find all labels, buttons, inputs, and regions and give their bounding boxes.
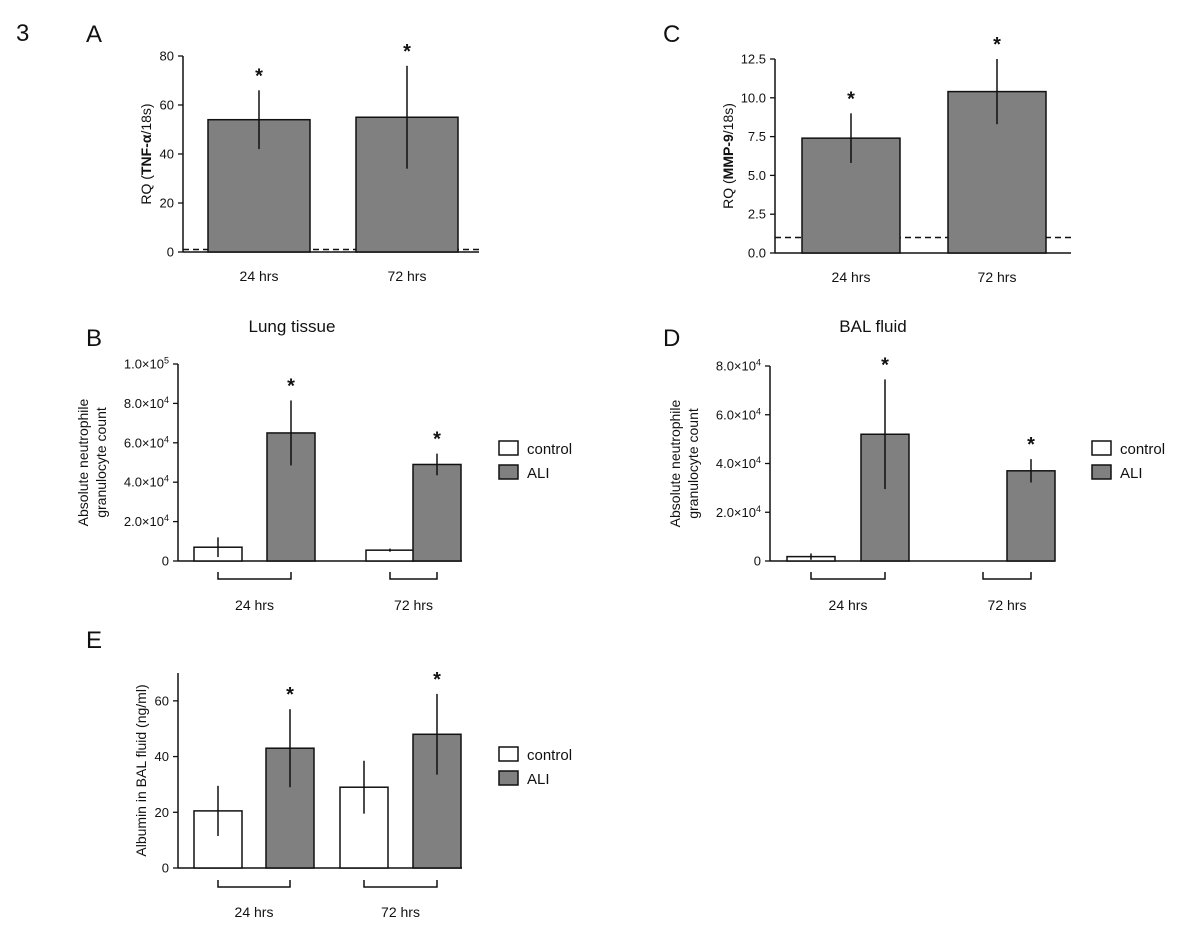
panel-b-significance-star: * — [433, 429, 441, 451]
panel-a-y-tick-label: 60 — [160, 98, 174, 113]
panel-d-y-axis-label: granulocyte count — [685, 408, 701, 519]
panel-b-y-tick-label: 2.0×104 — [124, 513, 169, 529]
panel-c-y-tick-label: 10.0 — [741, 90, 766, 105]
panel-a: A 0 20 40 60 80 * 24 hrs * 72 hrs RQ (TNF-α/18s) — [86, 21, 479, 284]
panel-b-significance-star: * — [287, 375, 295, 397]
panel-a-y-tick-label: 0 — [167, 245, 174, 260]
panel-c-y-tick-label: 12.5 — [741, 52, 766, 67]
panel-a-y-tick-label: 20 — [160, 196, 174, 211]
panel-c-y-tick-label: 2.5 — [748, 207, 766, 222]
panel-b-legend-label-control: control — [527, 441, 572, 458]
panel-d-y-tick-label: 4.0×104 — [716, 455, 761, 471]
panel-c: C 0.0 2.5 5.0 7.5 10.0 12.5 * 24 hrs * 72 hrs RQ (M… — [663, 21, 1071, 285]
panel-a-y-tick-label: 80 — [160, 49, 174, 64]
panel-a-label: A — [86, 21, 102, 48]
panel-b-x-tick-label: 72 hrs — [394, 597, 433, 613]
panel-b-label: B — [86, 325, 102, 352]
panel-b-legend-label-ali: ALI — [527, 465, 550, 482]
panel-c-x-tick-label: 24 hrs — [832, 269, 871, 285]
panel-d-y-tick-label: 0 — [754, 554, 761, 569]
panel-a-x-tick-label: 24 hrs — [240, 268, 279, 284]
panel-b-y-tick-label: 4.0×104 — [124, 474, 169, 490]
panel-a-y-axis-label: RQ (TNF-α/18s) — [138, 103, 154, 204]
panel-e-significance-star: * — [286, 684, 294, 706]
panel-d-x-tick-label: 24 hrs — [829, 597, 868, 613]
panel-b-y-axis-label: Absolute neutrophile — [75, 398, 91, 526]
panel-b-legend-swatch-control — [498, 440, 519, 456]
panel-e-y-tick-label: 0 — [162, 861, 169, 876]
panel-b-legend-swatch-ali — [498, 464, 519, 480]
panel-d-group-bracket — [982, 572, 1032, 580]
panel-e-legend-swatch-control — [498, 746, 519, 762]
panel-e-group-bracket — [217, 880, 291, 888]
panel-a-x-tick-label: 72 hrs — [388, 268, 427, 284]
panel-e-y-tick-label: 40 — [155, 749, 169, 764]
panel-e-x-tick-label: 72 hrs — [381, 904, 420, 920]
panel-b-x-tick-label: 24 hrs — [235, 597, 274, 613]
panel-d-y-tick-label: 2.0×104 — [716, 504, 761, 520]
panel-d-bar-ali — [1006, 470, 1056, 562]
panel-b-y-tick-label: 6.0×104 — [124, 434, 169, 450]
panel-d-title: BAL fluid — [839, 317, 906, 336]
panel-c-significance-star: * — [847, 88, 855, 110]
panel-b-y-tick-label: 1.0×105 — [124, 356, 169, 372]
panel-e-significance-star: * — [433, 669, 441, 691]
panel-a-significance-star: * — [403, 41, 411, 63]
panel-a-significance-star: * — [255, 65, 263, 87]
panel-e-label: E — [86, 627, 102, 654]
panel-b: B Lung tissue 0 2.0×104 4.0×104 6.0×104 8.0×10… — [75, 317, 572, 613]
panel-b-group-bracket — [389, 572, 438, 580]
panel-e-legend-swatch-ali — [498, 770, 519, 786]
panel-b-y-tick-label: 0 — [162, 554, 169, 569]
panel-e-x-tick-label: 24 hrs — [235, 904, 274, 920]
panel-d-x-tick-label: 72 hrs — [988, 597, 1027, 613]
panel-c-x-tick-label: 72 hrs — [978, 269, 1017, 285]
panel-c-label: C — [663, 21, 680, 48]
figure-number: 3 — [16, 20, 29, 47]
panel-d-label: D — [663, 325, 680, 352]
panel-d-group-bracket — [810, 572, 886, 580]
panel-e-group-bracket — [363, 880, 438, 888]
panel-b-title: Lung tissue — [249, 317, 336, 336]
panel-e-y-tick-label: 60 — [155, 693, 169, 708]
panel-c-y-axis-label: RQ (MMP-9/18s) — [720, 103, 736, 209]
panel-e-y-axis-label: Albumin in BAL fluid (ng/ml) — [133, 684, 149, 856]
panel-d-significance-star: * — [881, 354, 889, 376]
panel-e-legend-label-control: control — [527, 747, 572, 764]
panel-b-y-tick-label: 8.0×104 — [124, 395, 169, 411]
panel-c-y-tick-label: 5.0 — [748, 168, 766, 183]
panel-d-legend-swatch-control — [1091, 440, 1112, 456]
panel-d-significance-star: * — [1027, 434, 1035, 456]
panel-e-legend-label-ali: ALI — [527, 771, 550, 788]
panel-d: D BAL fluid 0 2.0×104 4.0×104 6.0×104 8.0×104 *… — [663, 317, 1165, 613]
panel-d-legend-label-control: control — [1120, 441, 1165, 458]
panel-d-legend-swatch-ali — [1091, 464, 1112, 480]
panel-b-bar-ali — [412, 463, 462, 562]
panel-b-y-axis-label: granulocyte count — [93, 407, 109, 518]
panel-c-y-tick-label: 0.0 — [748, 246, 766, 261]
panel-c-y-tick-label: 7.5 — [748, 129, 766, 144]
panel-a-y-tick-label: 40 — [160, 147, 174, 162]
panel-e: E 0 20 40 60 * 24 hrs * 72 hrs Albumin in BAL flu… — [86, 627, 572, 920]
panel-d-y-tick-label: 8.0×104 — [716, 358, 761, 374]
panel-b-bar-control — [365, 549, 415, 562]
panel-d-legend-label-ali: ALI — [1120, 465, 1143, 482]
panel-e-y-tick-label: 20 — [155, 805, 169, 820]
panel-d-y-axis-label: Absolute neutrophile — [667, 399, 683, 527]
panel-d-y-tick-label: 6.0×104 — [716, 406, 761, 422]
panel-c-significance-star: * — [993, 34, 1001, 56]
panel-b-group-bracket — [217, 572, 292, 580]
